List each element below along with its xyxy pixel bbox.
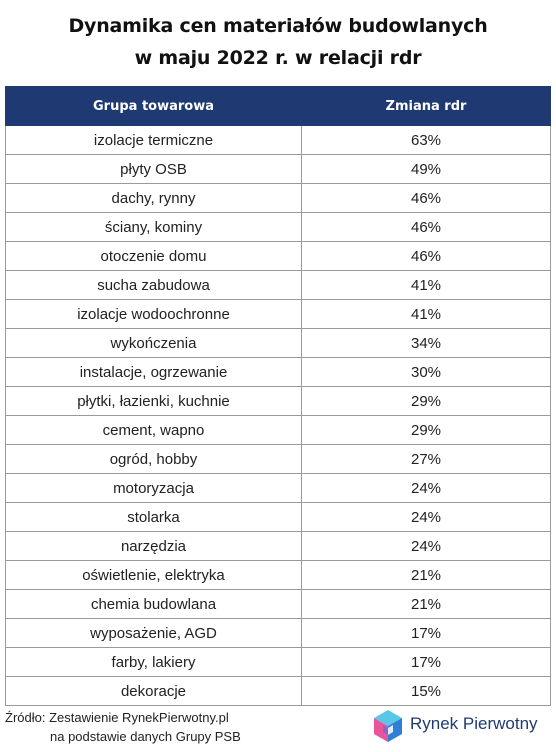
table-row: farby, lakiery 17%: [5, 647, 551, 677]
change-value-cell: 30%: [301, 357, 551, 387]
category-cell: sucha zabudowa: [5, 270, 302, 300]
change-value-cell: 46%: [301, 183, 551, 213]
category-cell: ogród, hobby: [5, 444, 302, 474]
change-value-cell: 21%: [301, 560, 551, 590]
table-row: sucha zabudowa 41%: [5, 270, 551, 300]
change-value-cell: 24%: [301, 502, 551, 532]
source-note: Źródło: Zestawienie RynekPierwotny.pl na…: [5, 708, 241, 746]
change-value-cell: 49%: [301, 154, 551, 184]
table-row: dachy, rynny 46%: [5, 183, 551, 213]
change-value-cell: 46%: [301, 241, 551, 271]
change-value-cell: 21%: [301, 589, 551, 619]
category-cell: ściany, kominy: [5, 212, 302, 242]
table-row: wyposażenie, AGD 17%: [5, 618, 551, 648]
table-row: izolacje termiczne 63%: [5, 125, 551, 155]
table-body: izolacje termiczne 63% płyty OSB 49% dachy, …: [5, 125, 551, 706]
change-value-cell: 27%: [301, 444, 551, 474]
source-line-2: na podstawie danych Grupy PSB: [50, 729, 241, 744]
table-row: chemia budowlana 21%: [5, 589, 551, 619]
category-cell: izolacje termiczne: [5, 125, 302, 155]
category-cell: oświetlenie, elektryka: [5, 560, 302, 590]
category-cell: otoczenie domu: [5, 241, 302, 271]
column-header-change: Zmiana rdr: [301, 86, 551, 126]
change-value-cell: 15%: [301, 676, 551, 706]
table-row: izolacje wodoochronne 41%: [5, 299, 551, 329]
chart-title: Dynamika cen materiałów budowlanych w ma…: [0, 10, 556, 74]
table-row: narzędzia 24%: [5, 531, 551, 561]
category-cell: narzędzia: [5, 531, 302, 561]
category-cell: dekoracje: [5, 676, 302, 706]
change-value-cell: 17%: [301, 618, 551, 648]
change-value-cell: 63%: [301, 125, 551, 155]
table-row: płyty OSB 49%: [5, 154, 551, 184]
change-value-cell: 17%: [301, 647, 551, 677]
table-row: dekoracje 15%: [5, 676, 551, 706]
category-cell: płytki, łazienki, kuchnie: [5, 386, 302, 416]
category-cell: stolarka: [5, 502, 302, 532]
table-row: motoryzacja 24%: [5, 473, 551, 503]
chart-title-line-2: w maju 2022 r. w relacji rdr: [134, 47, 422, 69]
category-cell: instalacje, ogrzewanie: [5, 357, 302, 387]
table-row: otoczenie domu 46%: [5, 241, 551, 271]
table-row: cement, wapno 29%: [5, 415, 551, 445]
change-value-cell: 46%: [301, 212, 551, 242]
table-row: ściany, kominy 46%: [5, 212, 551, 242]
chart-title-line-1: Dynamika cen materiałów budowlanych: [68, 15, 488, 37]
category-cell: motoryzacja: [5, 473, 302, 503]
table-row: oświetlenie, elektryka 21%: [5, 560, 551, 590]
category-cell: chemia budowlana: [5, 589, 302, 619]
category-cell: dachy, rynny: [5, 183, 302, 213]
category-cell: wykończenia: [5, 328, 302, 358]
category-cell: izolacje wodoochronne: [5, 299, 302, 329]
change-value-cell: 41%: [301, 299, 551, 329]
cube-logo-icon: [374, 710, 402, 742]
logo-text: Rynek Pierwotny: [410, 714, 538, 733]
category-cell: farby, lakiery: [5, 647, 302, 677]
change-value-cell: 29%: [301, 386, 551, 416]
table-row: ogród, hobby 27%: [5, 444, 551, 474]
change-value-cell: 24%: [301, 473, 551, 503]
table-header-row: Grupa towarowa Zmiana rdr: [5, 86, 551, 126]
category-cell: cement, wapno: [5, 415, 302, 445]
change-value-cell: 41%: [301, 270, 551, 300]
table-row: płytki, łazienki, kuchnie 29%: [5, 386, 551, 416]
change-value-cell: 29%: [301, 415, 551, 445]
table-row: wykończenia 34%: [5, 328, 551, 358]
table-row: stolarka 24%: [5, 502, 551, 532]
table-row: instalacje, ogrzewanie 30%: [5, 357, 551, 387]
price-change-table: Grupa towarowa Zmiana rdr izolacje termi…: [5, 86, 551, 706]
change-value-cell: 24%: [301, 531, 551, 561]
source-line-1: Źródło: Zestawienie RynekPierwotny.pl: [5, 710, 229, 725]
rynek-pierwotny-logo: Rynek Pierwotny: [370, 708, 550, 744]
category-cell: wyposażenie, AGD: [5, 618, 302, 648]
change-value-cell: 34%: [301, 328, 551, 358]
column-header-group: Grupa towarowa: [5, 86, 302, 126]
category-cell: płyty OSB: [5, 154, 302, 184]
